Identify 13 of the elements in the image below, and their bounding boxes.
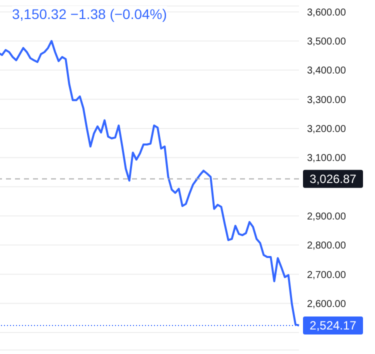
- chart-title: 3,150.32 −1.38 (−0.04%): [12, 6, 167, 22]
- ref-line-label: 3,026.87: [310, 172, 357, 186]
- y-tick-label: 3,200.00: [307, 124, 346, 135]
- y-tick-label: 3,600.00: [307, 7, 346, 18]
- y-tick-label: 2,800.00: [307, 240, 346, 252]
- y-tick-label: 2,700.00: [307, 270, 346, 281]
- y-tick-label: 3,400.00: [307, 66, 346, 77]
- y-tick-label: 3,100.00: [307, 153, 346, 164]
- y-tick-label: 3,500.00: [307, 36, 346, 48]
- y-tick-label: 2,900.00: [307, 211, 346, 222]
- ref-line-label: 2,524.17: [310, 318, 357, 332]
- y-tick-label: 3,300.00: [307, 94, 346, 106]
- y-tick-label: 2,600.00: [307, 298, 346, 310]
